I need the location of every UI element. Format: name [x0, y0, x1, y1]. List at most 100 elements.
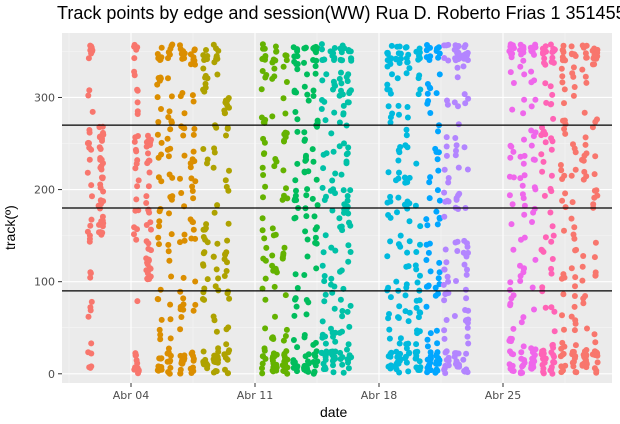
data-point [562, 190, 569, 197]
data-point [347, 187, 354, 194]
data-point [158, 139, 165, 146]
data-point [443, 143, 450, 150]
data-point [328, 275, 335, 282]
data-point [258, 86, 265, 93]
data-point [143, 193, 150, 200]
data-point [191, 158, 198, 165]
data-point [178, 50, 185, 57]
data-point [436, 71, 443, 78]
data-point [532, 186, 539, 193]
data-point [453, 147, 459, 154]
data-point [551, 328, 558, 335]
data-point [403, 263, 410, 270]
data-point [282, 52, 289, 59]
data-point [521, 71, 528, 78]
data-point [397, 232, 404, 239]
session-column [557, 42, 569, 376]
data-point [222, 251, 229, 258]
data-point [158, 44, 165, 51]
data-point [323, 71, 330, 78]
data-point [85, 55, 92, 62]
data-point [282, 134, 289, 141]
data-point [445, 179, 452, 186]
data-point [330, 369, 337, 376]
data-point [304, 236, 311, 243]
data-point [550, 232, 557, 239]
data-point [464, 49, 471, 56]
data-point [465, 95, 472, 102]
data-point [201, 57, 208, 63]
data-point [404, 114, 411, 121]
x-axis: Abr 04 Abr 11 Abr 18 Abr 25 [113, 383, 521, 402]
data-point [134, 298, 141, 305]
data-point [571, 224, 578, 231]
data-point [427, 268, 434, 275]
y-axis: 0 100 200 300 [34, 91, 62, 381]
data-point [395, 157, 402, 164]
data-point [322, 117, 329, 124]
data-point [301, 168, 308, 175]
data-point [155, 119, 162, 125]
data-point [434, 221, 441, 228]
data-point [224, 356, 231, 363]
data-point [549, 223, 556, 230]
data-point [262, 296, 269, 303]
data-point [510, 292, 517, 299]
data-point [340, 111, 347, 118]
data-point [387, 238, 394, 245]
data-point [570, 231, 577, 238]
data-point [509, 201, 516, 208]
data-point [568, 265, 575, 272]
data-point [301, 59, 307, 66]
data-points [84, 41, 601, 377]
data-point [417, 241, 423, 248]
data-point [568, 172, 575, 179]
data-point [528, 103, 535, 110]
data-point [594, 116, 600, 123]
data-point [157, 286, 164, 293]
data-point [518, 319, 525, 326]
data-point [280, 63, 287, 70]
data-point [423, 216, 430, 223]
data-point [562, 130, 569, 137]
data-point [213, 266, 220, 273]
data-point [396, 369, 403, 376]
data-point [528, 365, 535, 372]
data-point [542, 356, 549, 363]
data-point [88, 48, 95, 55]
data-point [559, 73, 566, 80]
data-point [550, 359, 557, 365]
data-point [187, 164, 194, 171]
data-point [460, 356, 467, 363]
data-point [528, 127, 535, 134]
data-point [464, 166, 471, 173]
data-point [520, 314, 527, 321]
data-point [319, 77, 326, 84]
data-point [541, 59, 547, 66]
data-point [143, 222, 150, 228]
data-point [177, 175, 183, 182]
data-point [562, 121, 569, 128]
data-point [427, 44, 433, 51]
data-point [463, 350, 470, 357]
data-point [572, 247, 579, 254]
data-point [190, 148, 197, 155]
data-point [303, 365, 310, 371]
data-point [529, 349, 536, 356]
data-point [131, 366, 138, 373]
data-point [211, 149, 218, 156]
data-point [548, 304, 555, 311]
data-point [559, 312, 565, 319]
data-point [433, 90, 440, 97]
data-point [321, 364, 328, 371]
data-point [281, 192, 287, 199]
data-point [86, 156, 93, 163]
data-point [86, 87, 93, 94]
data-point [454, 238, 461, 245]
data-point [443, 134, 450, 141]
data-point [570, 141, 576, 148]
session-column [143, 132, 154, 283]
data-point [204, 156, 211, 163]
data-point [181, 237, 188, 244]
data-point [259, 365, 265, 372]
